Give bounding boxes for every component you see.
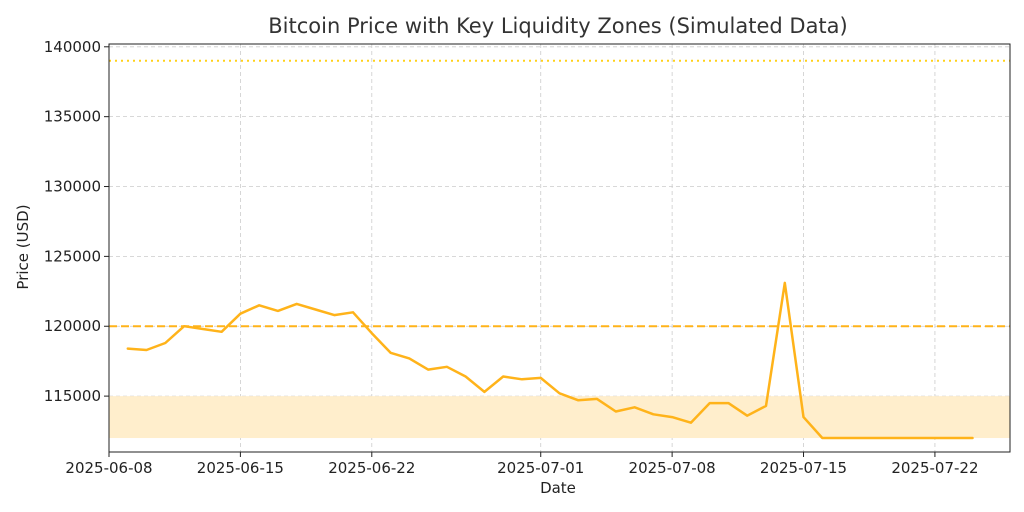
x-tick-label: 2025-06-22 [328,459,415,477]
x-tick-label: 2025-07-08 [629,459,716,477]
price-line [126,281,974,440]
y-tick-label: 115000 [44,387,101,405]
x-tick-label: 2025-07-22 [891,459,978,477]
x-tick-label: 2025-07-01 [497,459,584,477]
plot-frame [108,43,1011,453]
grid [108,44,1010,452]
liquidity-zones [109,59,1010,439]
x-tick-label: 2025-06-08 [65,459,152,477]
chart-title: Bitcoin Price with Key Liquidity Zones (… [268,14,847,38]
series [126,281,974,440]
y-tick-label: 125000 [44,247,101,265]
axes: 2025-06-08 2025-06-15 2025-06-22 2025-07-01… [44,38,1011,477]
y-tick-label: 140000 [44,38,101,56]
y-tick-label: 120000 [44,317,101,335]
x-tick-label: 2025-07-15 [760,459,847,477]
x-tick-label: 2025-06-15 [197,459,284,477]
x-axis-label: Date [540,479,576,497]
y-tick-label: 135000 [44,108,101,126]
y-axis-label: Price (USD) [14,204,32,289]
support-zone-band [109,396,1010,439]
y-tick-label: 130000 [44,178,101,196]
